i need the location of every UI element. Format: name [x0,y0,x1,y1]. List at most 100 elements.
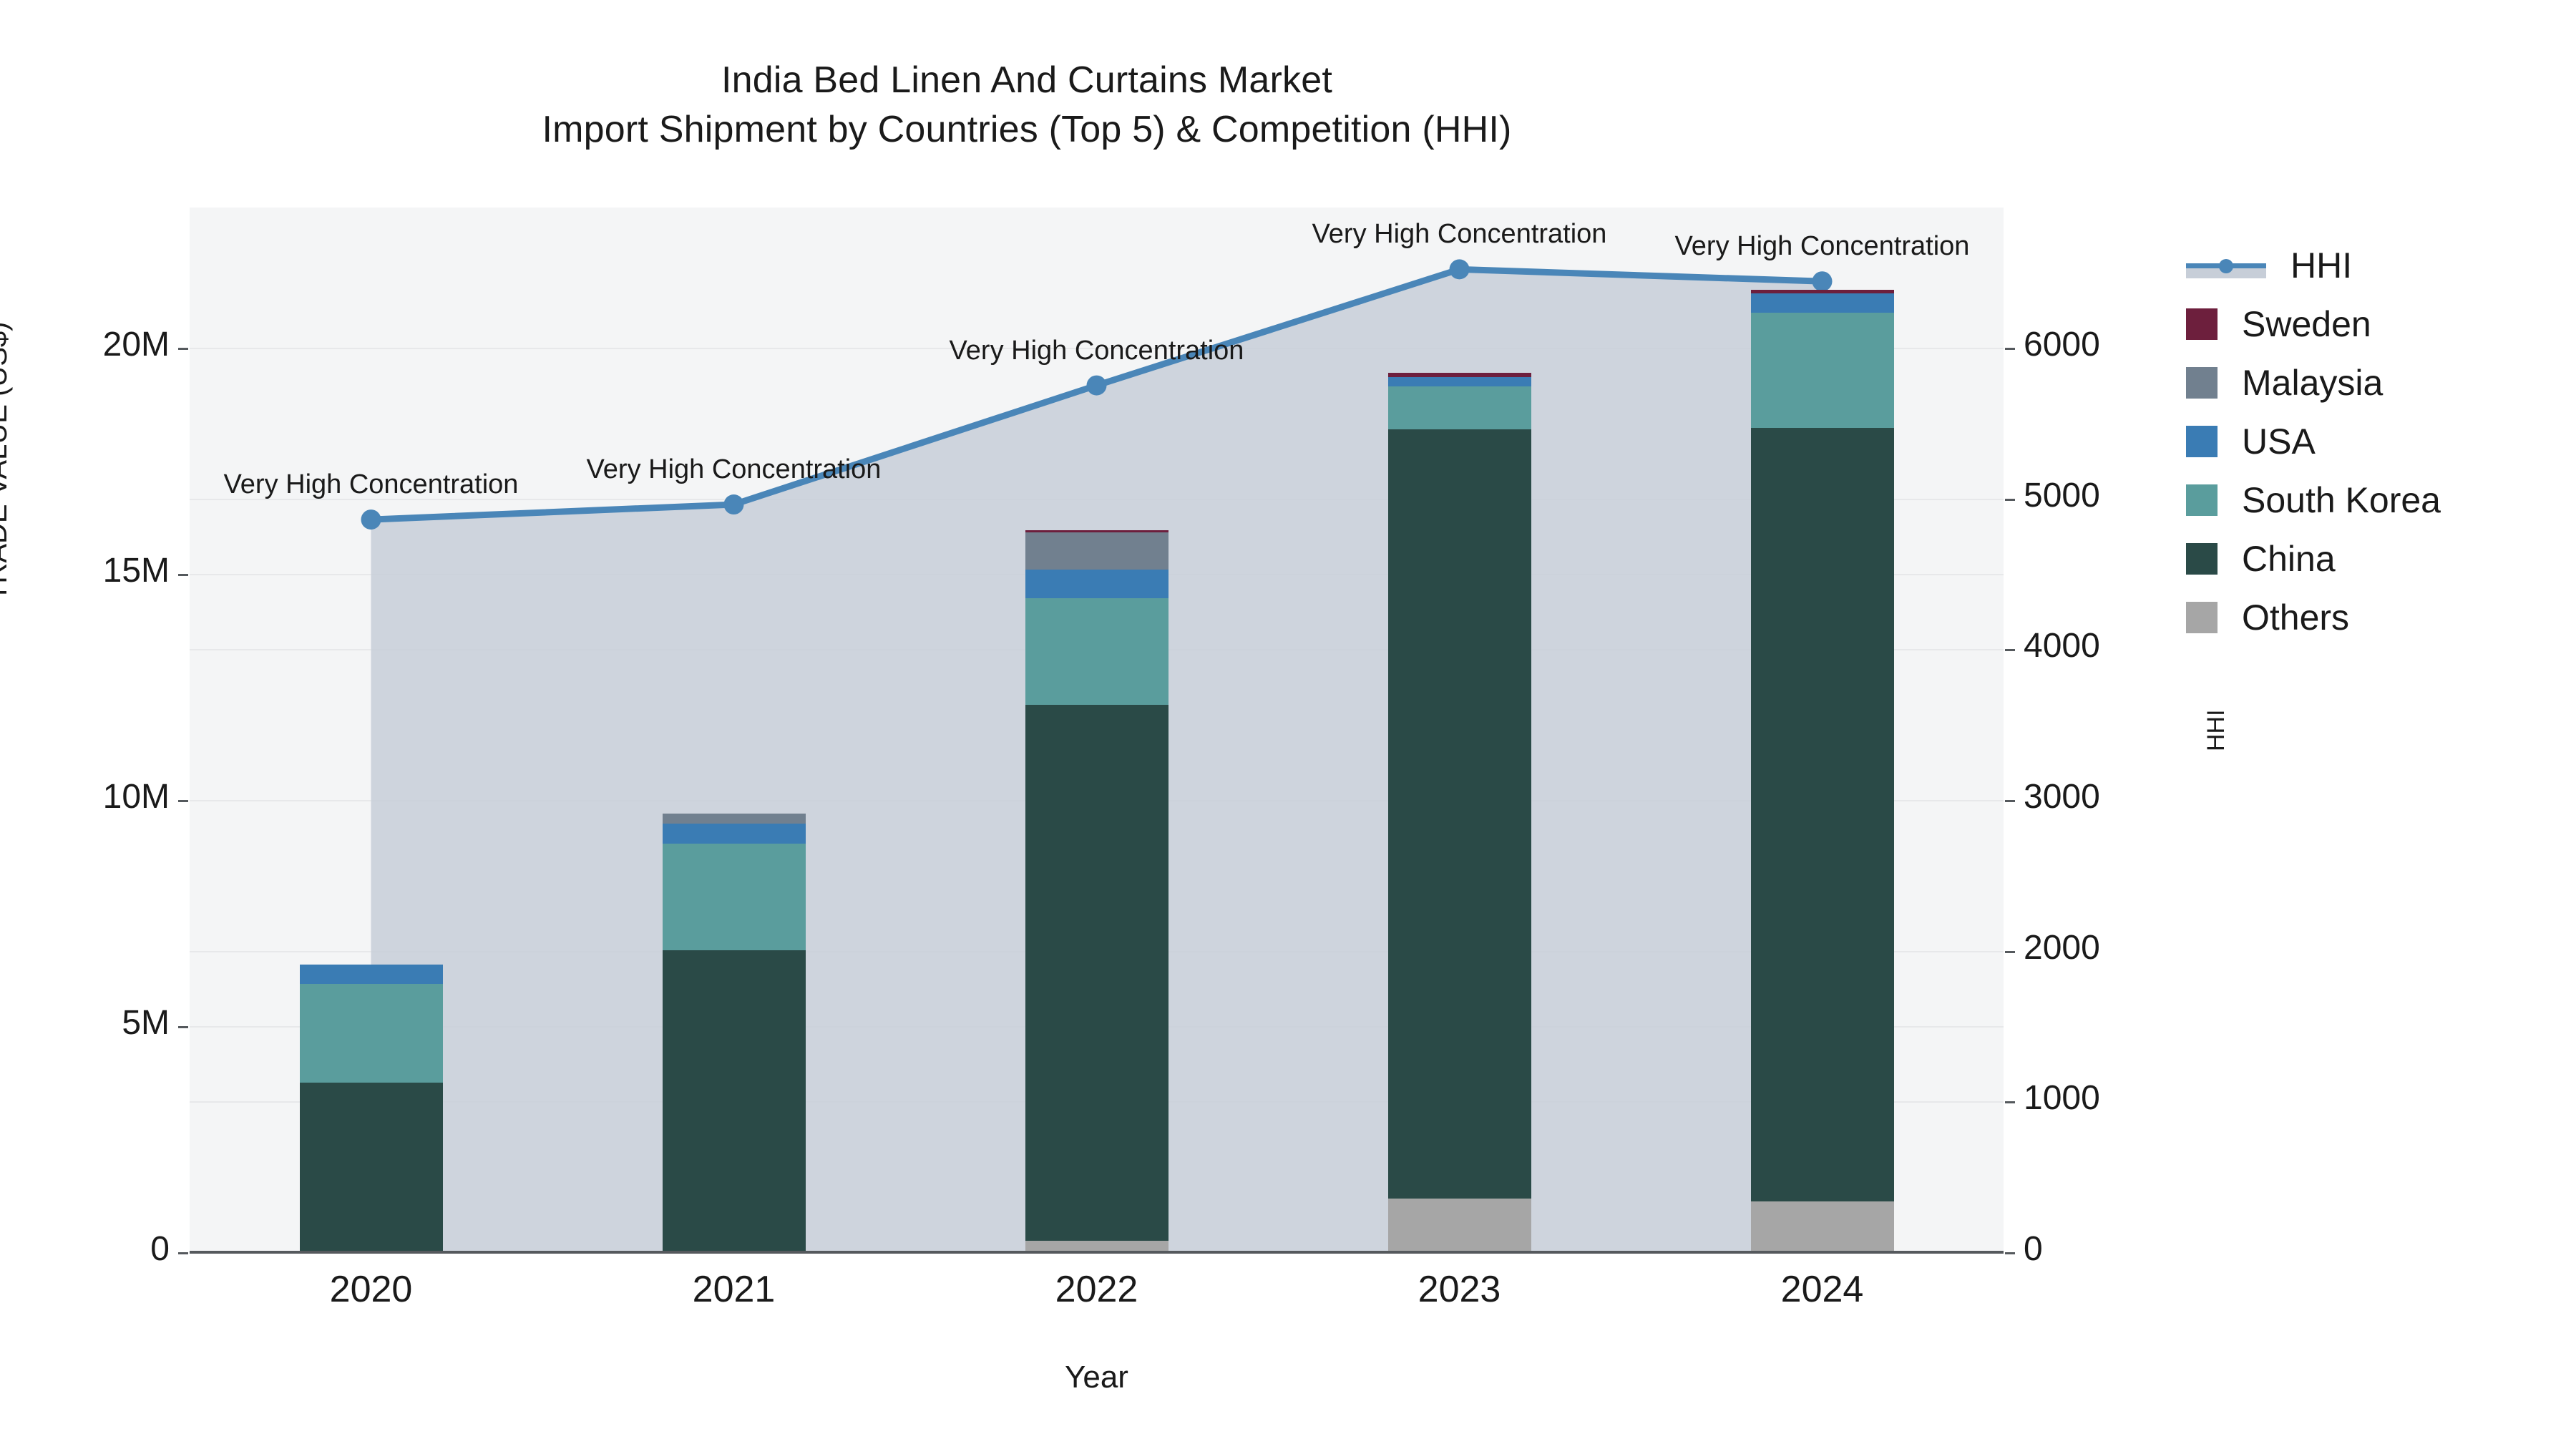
y-tick-mark-right [2005,1252,2015,1254]
hhi-marker[interactable] [1449,259,1470,280]
bar-segment-sweden[interactable] [1750,290,1894,294]
y-tick-left-5M: 5M [122,1003,170,1042]
legend-line-marker-icon [2186,250,2266,281]
stacked-bar[interactable] [299,965,443,1252]
legend-label: South Korea [2242,480,2441,520]
annotation-concentration: Very High Concentration [586,454,882,485]
chart-title-line-1: India Bed Linen And Curtains Market [721,59,1332,101]
y-tick-left-0: 0 [150,1230,170,1268]
legend-label: Others [2242,597,2350,638]
bar-segment-south-korea[interactable] [1025,598,1169,706]
bar-segment-china[interactable] [299,1083,443,1252]
hhi-marker[interactable] [361,509,381,530]
x-axis-label: Year [1065,1360,1128,1395]
bar-segment-usa[interactable] [1025,570,1169,599]
legend-swatch-china [2186,543,2218,575]
annotation-concentration: Very High Concentration [1312,219,1607,250]
bar-segment-others[interactable] [1750,1201,1894,1252]
x-tick-2021: 2021 [692,1269,776,1310]
y-tick-right-3000: 3000 [2024,777,2100,816]
y-tick-right-2000: 2000 [2024,928,2100,967]
legend-label: China [2242,539,2336,579]
x-tick-2020: 2020 [329,1269,413,1310]
stacked-bar[interactable] [662,813,806,1252]
legend-item-malaysia[interactable]: Malaysia [2186,353,2558,412]
legend-swatch-sweden [2186,308,2218,340]
y-tick-right-4000: 4000 [2024,627,2100,665]
bar-group [662,813,806,1252]
bar-segment-south-korea[interactable] [1750,312,1894,429]
stacked-bar[interactable] [1025,530,1169,1252]
bar-segment-sweden[interactable] [1387,373,1531,378]
x-tick-2022: 2022 [1055,1269,1138,1310]
legend-label: HHI [2290,245,2353,286]
legend-item-south-korea[interactable]: South Korea [2186,471,2558,530]
y-tick-left-15M: 15M [102,551,170,590]
legend-item-china[interactable]: China [2186,530,2558,588]
y-tick-right-5000: 5000 [2024,476,2100,514]
bar-segment-usa[interactable] [1750,293,1894,313]
bar-segment-malaysia[interactable] [1025,532,1169,570]
y-tick-left-10M: 10M [102,777,170,816]
y-tick-mark-right [2005,498,2015,501]
bar-group [299,965,443,1252]
y-tick-mark-right [2005,347,2015,350]
chart-title-line-2: Import Shipment by Countries (Top 5) & C… [542,108,1512,150]
y-axis-left-label: TRADE VALUE (US$) [0,321,13,601]
legend-swatch-south-korea [2186,484,2218,516]
bar-group [1387,373,1531,1252]
y-tick-mark-left [178,799,188,802]
bar-segment-south-korea[interactable] [662,843,806,951]
bar-segment-others[interactable] [1025,1241,1169,1252]
x-tick-2024: 2024 [1780,1269,1864,1310]
legend-item-usa[interactable]: USA [2186,412,2558,471]
hhi-marker[interactable] [1086,375,1107,396]
y-tick-mark-left [178,347,188,350]
legend-swatch-others [2186,602,2218,633]
annotation-concentration: Very High Concentration [223,469,519,500]
legend-dot-icon [2219,259,2233,273]
legend-label: Sweden [2242,304,2371,344]
legend-item-sweden[interactable]: Sweden [2186,295,2558,353]
legend-label: Malaysia [2242,363,2384,403]
y-tick-right-6000: 6000 [2024,325,2100,364]
y-tick-right-1000: 1000 [2024,1079,2100,1118]
y-tick-mark-left [178,573,188,576]
y-tick-mark-right [2005,1101,2015,1104]
y-tick-mark-right [2005,649,2015,652]
y-tick-right-0: 0 [2024,1230,2043,1268]
y-tick-mark-left [178,1025,188,1028]
bar-group [1750,290,1894,1252]
x-axis-line [190,1251,2004,1254]
y-tick-left-20M: 20M [102,325,170,364]
bar-segment-south-korea[interactable] [299,984,443,1083]
bar-segment-china[interactable] [1750,428,1894,1202]
bar-segment-usa[interactable] [662,823,806,844]
stacked-bar[interactable] [1387,373,1531,1252]
legend-swatch-malaysia [2186,367,2218,399]
legend-item-hhi[interactable]: HHI [2186,236,2558,295]
bar-segment-china[interactable] [1387,429,1531,1199]
legend-swatch-usa [2186,426,2218,457]
x-tick-2023: 2023 [1418,1269,1501,1310]
bar-segment-malaysia[interactable] [662,813,806,824]
legend-label: USA [2242,421,2316,462]
bar-segment-usa[interactable] [299,965,443,985]
legend-item-others[interactable]: Others [2186,588,2558,647]
bar-segment-sweden[interactable] [1025,530,1169,533]
bar-segment-china[interactable] [1025,705,1169,1241]
bar-segment-others[interactable] [1387,1198,1531,1252]
bar-segment-usa[interactable] [1387,377,1531,387]
hhi-marker[interactable] [723,494,744,515]
bar-segment-china[interactable] [662,950,806,1252]
annotation-concentration: Very High Concentration [949,335,1244,366]
bar-segment-south-korea[interactable] [1387,386,1531,430]
chart-title: India Bed Linen And Curtains Market Impo… [0,56,2054,154]
bar-group [1025,530,1169,1252]
y-tick-mark-left [178,1252,188,1254]
y-tick-mark-right [2005,950,2015,953]
hhi-marker[interactable] [1812,271,1833,292]
y-axis-right-label: HHI [2202,709,2230,751]
annotation-concentration: Very High Concentration [1674,231,1970,262]
stacked-bar[interactable] [1750,290,1894,1252]
